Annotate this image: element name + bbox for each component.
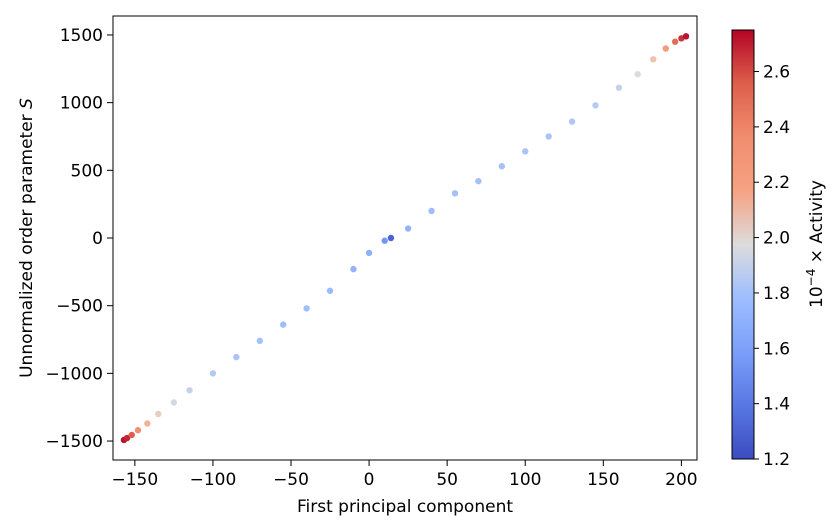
x-tick-label: 150	[587, 470, 619, 490]
scatter-point-12	[303, 305, 310, 312]
scatter-point-5	[155, 410, 162, 418]
colorbar-tick-label: 1.8	[763, 284, 790, 304]
scatter-point-28	[634, 71, 641, 78]
colorbar-tick-label: 1.2	[763, 450, 790, 470]
colorbar	[731, 29, 755, 460]
scatter-point-14	[350, 265, 357, 273]
scatter-point-6	[170, 399, 178, 406]
scatter-point-13	[326, 287, 334, 294]
colorbar-tick-label: 2.0	[763, 229, 790, 249]
scatter-point-10	[256, 337, 263, 345]
scatter-point-23	[522, 148, 529, 155]
scatter-point-33	[682, 33, 690, 40]
colorbar-tick-label: 2.6	[763, 63, 790, 83]
colorbar-tick-label: 2.2	[763, 173, 790, 193]
colorbar-label: 10−4 × Activity	[804, 180, 827, 308]
scatter-point-17	[387, 234, 395, 242]
y-axis-label: Unnormalized order parameter S	[17, 98, 37, 378]
colorbar-tick-label: 2.4	[763, 118, 790, 138]
scatter-point-24	[545, 133, 552, 140]
colorbar-label-exponent: −4	[804, 269, 818, 287]
y-tick-label: 500	[71, 161, 103, 181]
y-tick-label: −1000	[45, 364, 103, 384]
scatter-point-27	[615, 84, 623, 91]
x-tick-label: −100	[190, 470, 237, 490]
colorbar-label-base: 10	[807, 286, 827, 308]
scatter-point-9	[233, 353, 240, 361]
x-axis-label: First principal component	[297, 497, 513, 517]
y-tick-label: 1500	[60, 26, 103, 46]
scatter-point-1	[123, 434, 131, 442]
scatter-points	[120, 33, 690, 444]
x-tick-label: 200	[665, 470, 697, 490]
colorbar-ticks: 1.2 1.4 1.6 1.8 2.0 2.2 2.4 2.6	[754, 63, 790, 470]
y-tick-label: −1500	[45, 432, 103, 452]
scatter-point-18	[404, 225, 412, 232]
scatter-point-8	[209, 370, 217, 377]
scatter-point-30	[662, 45, 669, 52]
scatter-point-16	[381, 237, 388, 244]
scatter-point-26	[592, 102, 599, 109]
x-tick-label: −150	[112, 470, 159, 490]
x-axis-ticks: −150 −100 −50 0 50 100 150 200	[112, 460, 698, 490]
colorbar-tick-label: 1.6	[763, 339, 790, 359]
x-tick-label: 50	[436, 470, 458, 490]
scatter-point-3	[134, 427, 142, 434]
x-tick-label: 0	[364, 470, 375, 490]
scatter-point-31	[671, 38, 679, 45]
scatter-point-21	[475, 177, 482, 185]
scatter-point-7	[186, 387, 193, 394]
y-axis-label-text: Unnormalized order parameter	[17, 109, 37, 378]
scatter-point-11	[280, 321, 287, 328]
scatter-point-2	[128, 431, 135, 439]
x-tick-label: 100	[509, 470, 541, 490]
y-tick-label: −500	[56, 297, 103, 317]
scatter-point-22	[498, 163, 506, 170]
scatter-point-4	[144, 420, 151, 427]
plot-frame	[112, 15, 698, 461]
y-axis-label-symbol: S	[17, 98, 37, 109]
scatter-point-20	[451, 190, 459, 197]
x-tick-label: −50	[273, 470, 309, 490]
y-tick-label: 0	[92, 229, 103, 249]
y-tick-label: 1000	[60, 94, 103, 114]
scatter-point-29	[650, 56, 657, 63]
scatter-point-19	[428, 207, 435, 215]
colorbar-label-suffix: × Activity	[807, 180, 827, 269]
scatter-point-15	[365, 249, 373, 257]
scatter-point-25	[568, 118, 576, 125]
colorbar-tick-label: 1.4	[763, 395, 790, 415]
y-axis-ticks: −1500 −1000 −500 0 500 1000 1500	[45, 26, 113, 452]
